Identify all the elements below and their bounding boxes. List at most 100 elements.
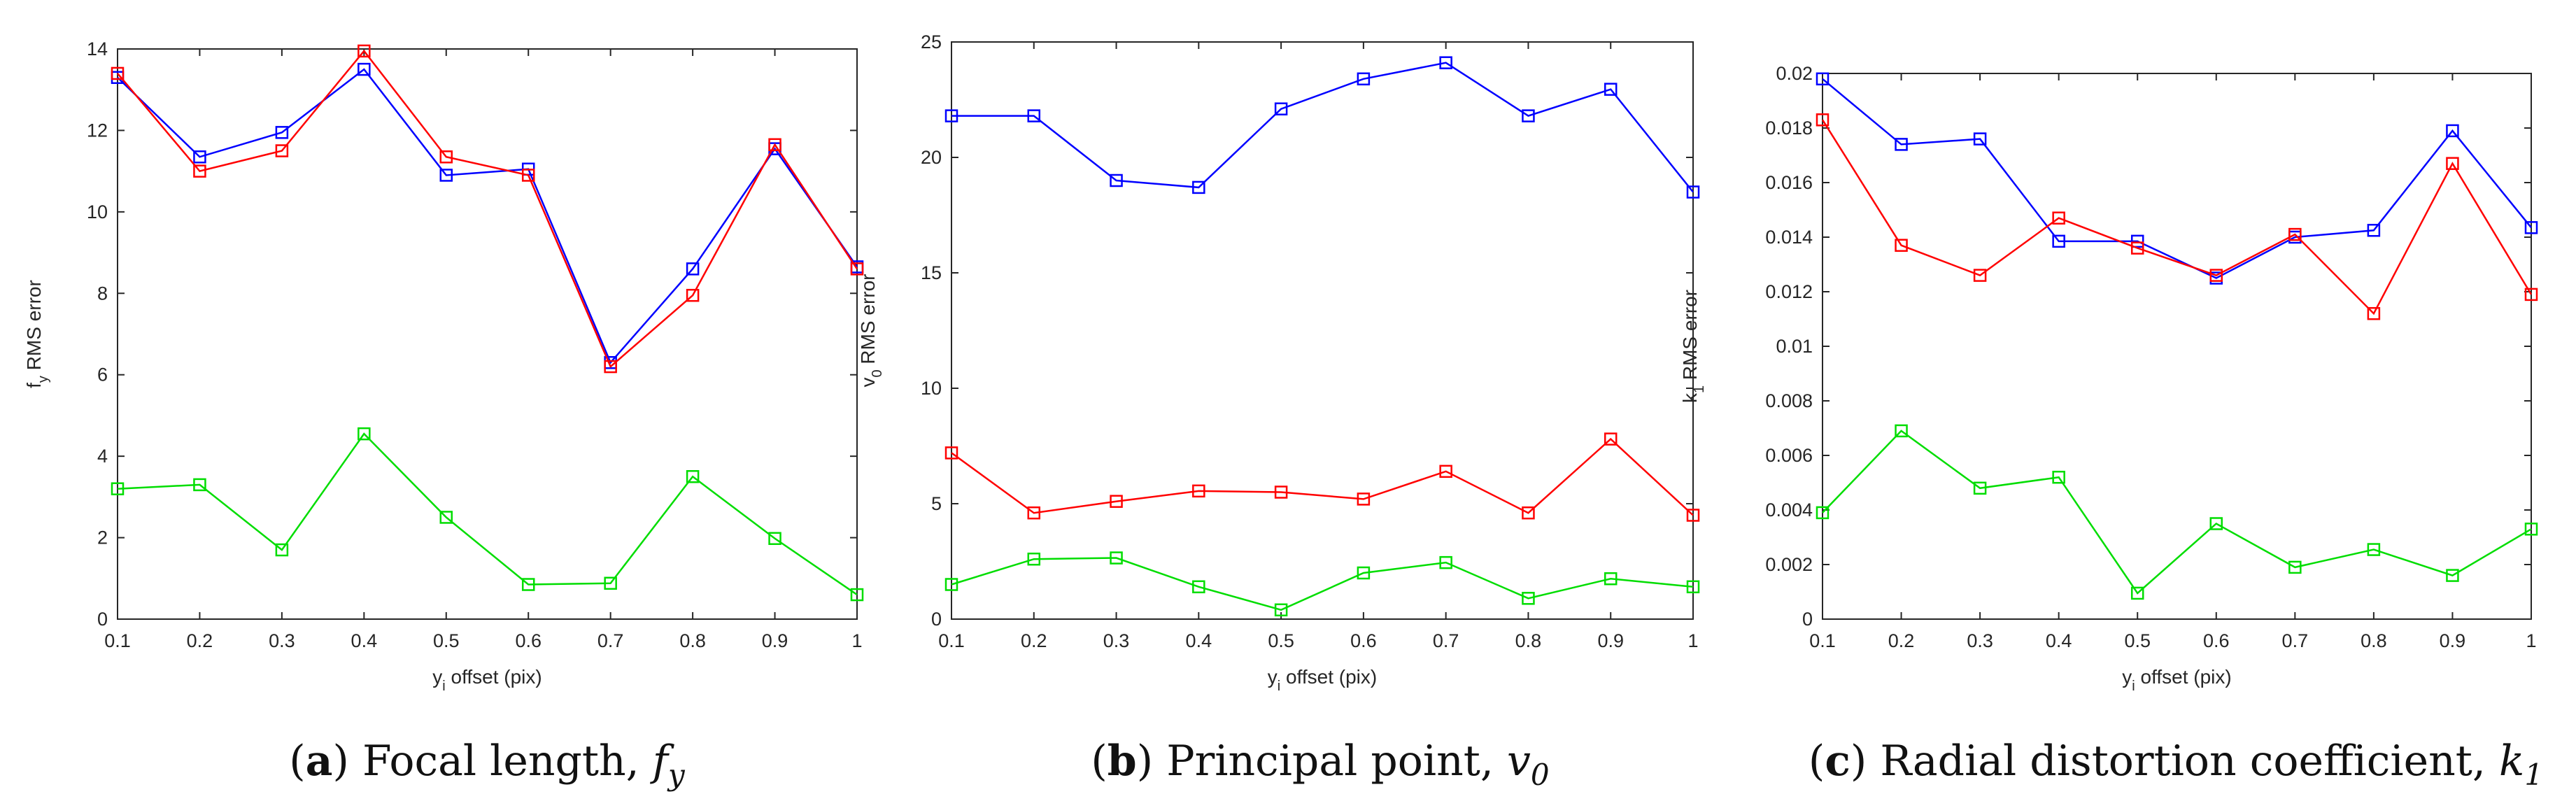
caption-letter: c bbox=[1825, 737, 1850, 786]
y-tick-label: 25 bbox=[921, 31, 942, 52]
y-tick-label: 2 bbox=[97, 527, 108, 548]
data-point-blue bbox=[1110, 173, 1123, 187]
x-tick-label: 1 bbox=[2526, 630, 2536, 651]
data-point-blue bbox=[358, 62, 371, 76]
x-tick-label: 0.8 bbox=[2361, 630, 2387, 651]
series-line-blue bbox=[117, 68, 858, 364]
x-tick-label: 0.8 bbox=[1515, 630, 1542, 651]
caption-text: Principal point, bbox=[1166, 737, 1507, 786]
data-point-blue bbox=[1522, 109, 1535, 122]
y-tick-label: 0.002 bbox=[1765, 554, 1813, 575]
x-tick-label: 0.5 bbox=[1268, 630, 1294, 651]
data-point-green bbox=[275, 543, 289, 557]
data-point-green bbox=[2052, 470, 2065, 484]
figure-caption: (c) Radial distortion coefficient, k1 bbox=[1809, 737, 2543, 792]
data-point-red bbox=[275, 144, 289, 157]
caption-subscript: 0 bbox=[1531, 758, 1550, 792]
figure-caption: (b) Principal point, v0 bbox=[1091, 737, 1549, 792]
y-axis-label: v0 RMS error bbox=[857, 274, 885, 387]
caption-symbol: k bbox=[2499, 737, 2524, 786]
data-point-green bbox=[358, 427, 371, 441]
data-point-green bbox=[1686, 580, 1700, 594]
x-tick-label: 0.1 bbox=[104, 630, 131, 651]
data-point-green bbox=[521, 578, 535, 591]
data-point-red bbox=[604, 360, 617, 374]
data-point-blue bbox=[275, 126, 289, 139]
data-point-red bbox=[2446, 157, 2459, 170]
data-point-blue bbox=[1895, 138, 1908, 151]
caption-open-paren: ( bbox=[1809, 737, 1825, 786]
data-point-green bbox=[2130, 586, 2144, 600]
axes-box bbox=[951, 41, 1694, 620]
data-point-red bbox=[1816, 113, 1830, 127]
data-point-blue bbox=[1686, 185, 1700, 199]
y-label-rest: RMS error bbox=[857, 274, 879, 369]
data-point-blue bbox=[1604, 83, 1618, 96]
data-point-green bbox=[1110, 551, 1123, 565]
data-point-red bbox=[521, 169, 535, 182]
x-label-rest: offset (pix) bbox=[446, 666, 542, 688]
data-point-green bbox=[2446, 569, 2459, 582]
data-point-green bbox=[1027, 552, 1041, 566]
data-point-red bbox=[2288, 227, 2302, 241]
x-label-main: y bbox=[432, 666, 442, 688]
y-tick-label: 0.01 bbox=[1776, 336, 1813, 357]
data-point-green bbox=[1357, 566, 1371, 580]
x-tick-label: 0.9 bbox=[1597, 630, 1624, 651]
y-axis-label: fy RMS error bbox=[23, 280, 51, 388]
x-tick-label: 1 bbox=[851, 630, 862, 651]
figure-caption: (a) Focal length, fy bbox=[289, 737, 686, 792]
data-point-red bbox=[944, 446, 958, 460]
y-label-main: f bbox=[23, 383, 45, 388]
data-point-green bbox=[439, 511, 453, 524]
x-tick-label: 0.1 bbox=[938, 630, 965, 651]
caption-close-paren: ) bbox=[1850, 737, 1880, 786]
data-point-green bbox=[1274, 603, 1288, 617]
data-point-green bbox=[2288, 560, 2302, 574]
x-label-main: y bbox=[2122, 666, 2132, 688]
data-point-red bbox=[111, 66, 125, 80]
y-tick-label: 4 bbox=[97, 446, 108, 467]
data-point-red bbox=[1604, 432, 1618, 446]
data-point-red bbox=[439, 150, 453, 164]
data-point-green bbox=[2524, 523, 2538, 536]
x-tick-label: 0.7 bbox=[597, 630, 624, 651]
data-point-green bbox=[1604, 572, 1618, 586]
data-point-red bbox=[850, 262, 864, 276]
x-tick-label: 0.8 bbox=[679, 630, 706, 651]
data-point-green bbox=[768, 532, 781, 545]
chart-panel-b: 0.1 0.2 0.3 0.4 0.5 0.6 0.7 0.8 0.9 10510152025yi… bbox=[857, 31, 1700, 792]
data-point-red bbox=[2209, 269, 2223, 282]
y-tick-label: 10 bbox=[921, 378, 942, 399]
x-tick-label: 0.4 bbox=[2046, 630, 2072, 651]
data-point-red bbox=[1027, 506, 1041, 520]
data-point-red bbox=[1110, 495, 1123, 508]
data-point-blue bbox=[2130, 234, 2144, 248]
data-point-green bbox=[1522, 592, 1535, 605]
y-label-main: k bbox=[1679, 392, 1701, 403]
series-line-blue bbox=[1822, 78, 2532, 279]
series-line-red bbox=[1821, 119, 2533, 316]
y-label-rest: RMS error bbox=[23, 280, 45, 376]
series-line-red bbox=[951, 437, 1694, 516]
x-tick-label: 0.6 bbox=[1350, 630, 1377, 651]
x-tick-label: 0.3 bbox=[1103, 630, 1130, 651]
data-point-blue bbox=[1439, 56, 1452, 69]
x-axis-label: yi offset (pix) bbox=[2122, 666, 2231, 694]
series-line-red bbox=[117, 49, 858, 369]
data-point-green bbox=[944, 578, 958, 591]
x-tick-label: 0.6 bbox=[515, 630, 542, 651]
series-line-green bbox=[1822, 430, 2532, 595]
data-point-blue bbox=[1973, 132, 1987, 146]
data-point-blue bbox=[2367, 224, 2381, 237]
y-tick-label: 0.004 bbox=[1765, 499, 1813, 520]
x-axis-label: yi offset (pix) bbox=[432, 666, 542, 694]
x-label-rest: offset (pix) bbox=[1280, 666, 1377, 688]
data-point-blue bbox=[2524, 221, 2538, 234]
data-point-red bbox=[686, 288, 700, 302]
data-point-blue bbox=[1274, 102, 1288, 115]
data-point-green bbox=[686, 470, 700, 483]
data-point-blue bbox=[1816, 72, 1830, 86]
x-tick-label: 0.7 bbox=[1433, 630, 1459, 651]
